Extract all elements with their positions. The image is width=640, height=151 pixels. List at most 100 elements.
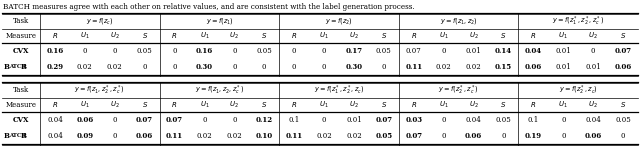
Text: $U_1$: $U_1$ — [558, 100, 568, 110]
Text: 0.17: 0.17 — [346, 47, 362, 55]
Text: 0.02: 0.02 — [316, 132, 332, 140]
Text: 0.01: 0.01 — [556, 63, 571, 71]
Text: $S$: $S$ — [381, 31, 387, 40]
Text: $U_1$: $U_1$ — [439, 100, 449, 110]
Text: $y = f(z_1, z_2, z_c^*)$: $y = f(z_1, z_2, z_c^*)$ — [195, 83, 244, 97]
Text: $S$: $S$ — [141, 31, 148, 40]
Text: $y = f(z_2^*, z_c)$: $y = f(z_2^*, z_c)$ — [559, 83, 598, 97]
Text: 0: 0 — [501, 132, 506, 140]
Text: 0.11: 0.11 — [285, 132, 303, 140]
Text: $U_1$: $U_1$ — [439, 31, 449, 41]
Text: 0.12: 0.12 — [256, 116, 273, 124]
Text: B: B — [21, 63, 27, 71]
Text: 0.09: 0.09 — [76, 132, 93, 140]
Text: 0.05: 0.05 — [257, 47, 272, 55]
Text: 0.04: 0.04 — [47, 116, 63, 124]
Text: 0: 0 — [292, 63, 296, 71]
Text: $U_2$: $U_2$ — [110, 31, 120, 41]
Text: 0.02: 0.02 — [227, 132, 242, 140]
Text: $U_1$: $U_1$ — [558, 31, 568, 41]
Text: 0: 0 — [202, 116, 207, 124]
Text: 0.1: 0.1 — [289, 116, 300, 124]
Text: $S$: $S$ — [500, 100, 506, 109]
Text: $U_2$: $U_2$ — [230, 31, 239, 41]
Text: $U_1$: $U_1$ — [200, 100, 209, 110]
Text: 0: 0 — [172, 63, 177, 71]
Text: 0.07: 0.07 — [614, 47, 632, 55]
Text: $y = f(z_c)$: $y = f(z_c)$ — [86, 16, 113, 26]
Text: 0.04: 0.04 — [466, 116, 481, 124]
Text: $S$: $S$ — [261, 31, 268, 40]
Text: 0: 0 — [113, 47, 117, 55]
Text: $S$: $S$ — [620, 31, 626, 40]
Text: $y = f(z_2^*, z_c^*)$: $y = f(z_2^*, z_c^*)$ — [438, 83, 479, 97]
Text: 0.06: 0.06 — [525, 63, 542, 71]
Text: 0: 0 — [172, 47, 177, 55]
Text: 0: 0 — [621, 132, 625, 140]
Text: $R$: $R$ — [172, 100, 178, 109]
Text: 0.02: 0.02 — [107, 63, 123, 71]
Text: ATCH: ATCH — [10, 133, 27, 138]
Text: $y = f(z_1^*, z_2^*, z_c^*)$: $y = f(z_1^*, z_2^*, z_c^*)$ — [552, 14, 604, 28]
Text: $U_2$: $U_2$ — [468, 100, 479, 110]
Text: B: B — [4, 132, 10, 140]
Text: Task: Task — [13, 86, 29, 94]
Text: 0.04: 0.04 — [525, 47, 542, 55]
Text: 0.11: 0.11 — [405, 63, 422, 71]
Text: 0.1: 0.1 — [528, 116, 539, 124]
Text: 0: 0 — [232, 116, 237, 124]
Text: $y = f(z_1^*, z_2^*, z_c)$: $y = f(z_1^*, z_2^*, z_c)$ — [314, 83, 364, 97]
Text: 0.01: 0.01 — [346, 116, 362, 124]
Text: B: B — [21, 132, 27, 140]
Text: $U_2$: $U_2$ — [349, 100, 359, 110]
Text: 0.05: 0.05 — [615, 116, 631, 124]
Text: 0.01: 0.01 — [466, 47, 481, 55]
Text: $R$: $R$ — [531, 31, 536, 40]
Text: 0.05: 0.05 — [376, 47, 392, 55]
Text: 0.19: 0.19 — [525, 132, 542, 140]
Text: $U_2$: $U_2$ — [110, 100, 120, 110]
Text: 0: 0 — [292, 47, 296, 55]
Text: $R$: $R$ — [411, 100, 417, 109]
Text: BATCH measures agree with each other on relative values, and are consistent with: BATCH measures agree with each other on … — [3, 3, 415, 11]
Text: Measure: Measure — [6, 101, 36, 109]
Text: 0: 0 — [561, 116, 566, 124]
Text: 0.07: 0.07 — [136, 116, 153, 124]
Text: 0: 0 — [442, 47, 446, 55]
Text: $y = f(z_1, z_2^*, z_c^*)$: $y = f(z_1, z_2^*, z_c^*)$ — [74, 83, 125, 97]
Text: $y = f(z_1)$: $y = f(z_1)$ — [205, 16, 234, 26]
Text: $R$: $R$ — [291, 100, 297, 109]
Text: 0: 0 — [381, 63, 386, 71]
Text: 0: 0 — [322, 116, 326, 124]
Text: $R$: $R$ — [411, 31, 417, 40]
Text: CVX: CVX — [13, 116, 29, 124]
Text: ATCH: ATCH — [10, 64, 27, 69]
Text: $U_2$: $U_2$ — [230, 100, 239, 110]
Text: 0: 0 — [442, 132, 446, 140]
Text: 0: 0 — [83, 47, 87, 55]
Text: $U_2$: $U_2$ — [468, 31, 479, 41]
Text: 0.30: 0.30 — [196, 63, 213, 71]
Text: 0.06: 0.06 — [465, 132, 482, 140]
Text: $y = f(z_1, z_2)$: $y = f(z_1, z_2)$ — [440, 16, 477, 26]
Text: $S$: $S$ — [141, 100, 148, 109]
Text: 0.02: 0.02 — [196, 132, 212, 140]
Text: 0.01: 0.01 — [585, 63, 601, 71]
Text: $S$: $S$ — [381, 100, 387, 109]
Text: 0.07: 0.07 — [166, 116, 183, 124]
Text: $U_1$: $U_1$ — [200, 31, 209, 41]
Text: 0: 0 — [113, 116, 117, 124]
Text: 0.15: 0.15 — [495, 63, 512, 71]
Text: 0: 0 — [262, 63, 266, 71]
Text: $U_2$: $U_2$ — [588, 100, 598, 110]
Text: 0.05: 0.05 — [495, 116, 511, 124]
Text: Task: Task — [13, 17, 29, 25]
Text: 0: 0 — [322, 47, 326, 55]
Text: $R$: $R$ — [291, 31, 297, 40]
Text: $S$: $S$ — [620, 100, 626, 109]
Text: 0: 0 — [142, 63, 147, 71]
Text: Measure: Measure — [6, 32, 36, 40]
Text: 0.29: 0.29 — [46, 63, 63, 71]
Text: 0: 0 — [232, 63, 237, 71]
Text: $R$: $R$ — [531, 100, 536, 109]
